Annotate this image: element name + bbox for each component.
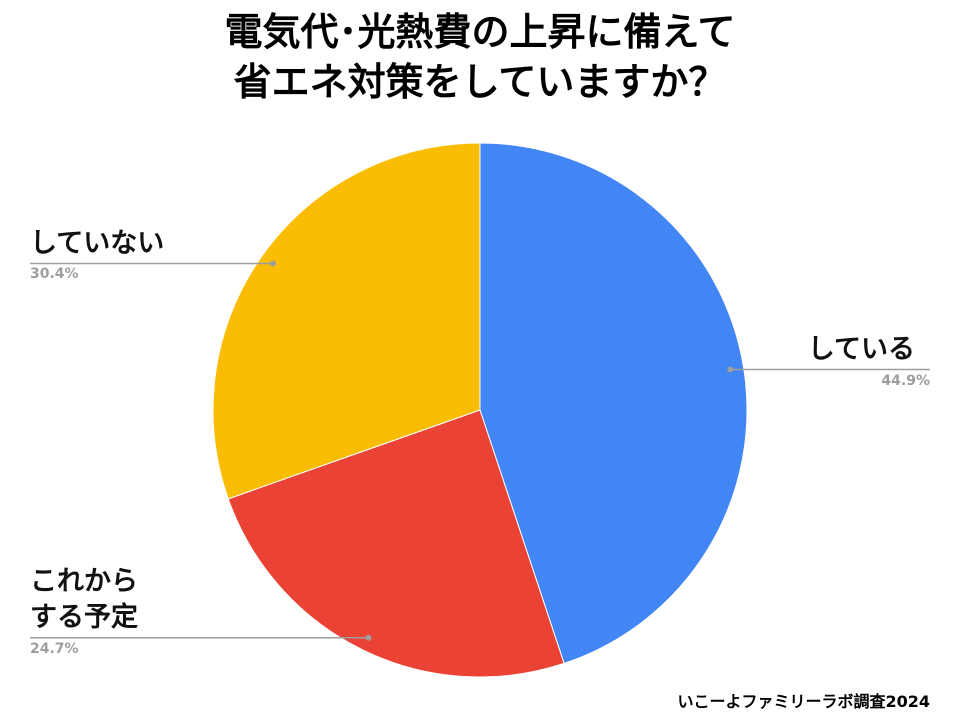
leader-dot: [269, 260, 276, 267]
value-label: 30.4%: [30, 266, 79, 283]
value-label: 44.9%: [881, 372, 930, 389]
pie-slice: [212, 142, 481, 500]
chart-title: 電気代･光熱費の上昇に備えて: [224, 10, 736, 54]
pie-slice: [479, 142, 748, 665]
leader-dot: [365, 634, 372, 641]
leader-dot: [727, 366, 734, 373]
source: いこーよファミリーラボ調査2024: [677, 692, 930, 711]
chart-title: 省エネ対策をしていますか？: [233, 60, 727, 104]
pie-slice: [227, 409, 565, 678]
slice-label: これから する予定: [30, 565, 138, 633]
slice-label: している: [807, 333, 915, 365]
value-label: 24.7%: [30, 640, 79, 657]
slice-label: していない: [30, 227, 165, 259]
